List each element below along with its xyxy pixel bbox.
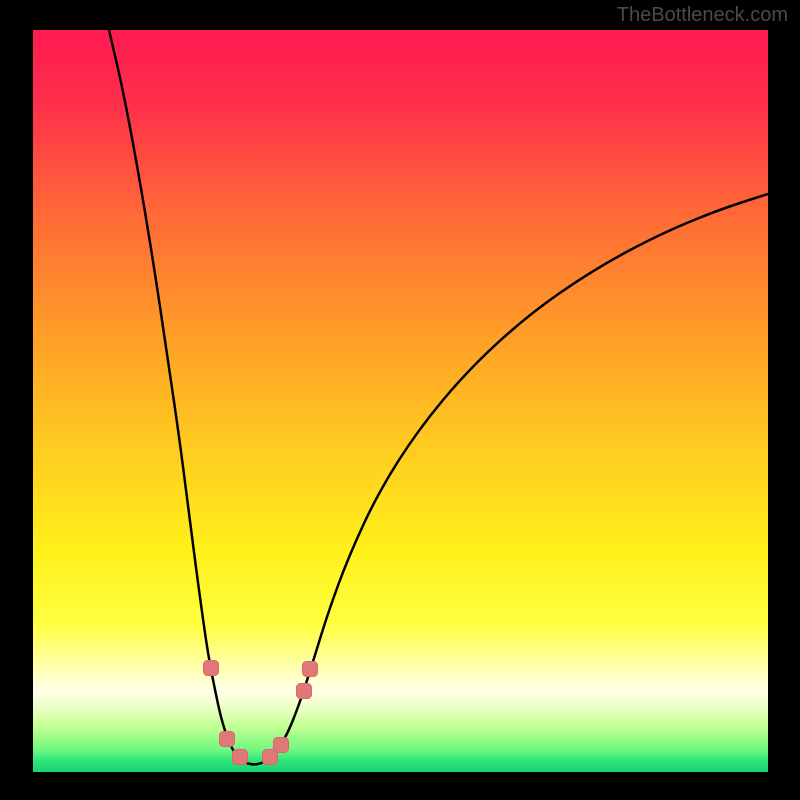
plot-svg xyxy=(33,30,768,772)
data-marker xyxy=(303,662,318,677)
watermark-text: TheBottleneck.com xyxy=(617,4,788,27)
gradient-background xyxy=(33,30,768,772)
canvas: TheBottleneck.com xyxy=(0,0,800,800)
data-marker xyxy=(220,732,235,747)
data-marker xyxy=(204,661,219,676)
plot-area xyxy=(33,30,768,772)
data-marker xyxy=(233,750,248,765)
data-marker xyxy=(274,738,289,753)
data-marker xyxy=(297,684,312,699)
